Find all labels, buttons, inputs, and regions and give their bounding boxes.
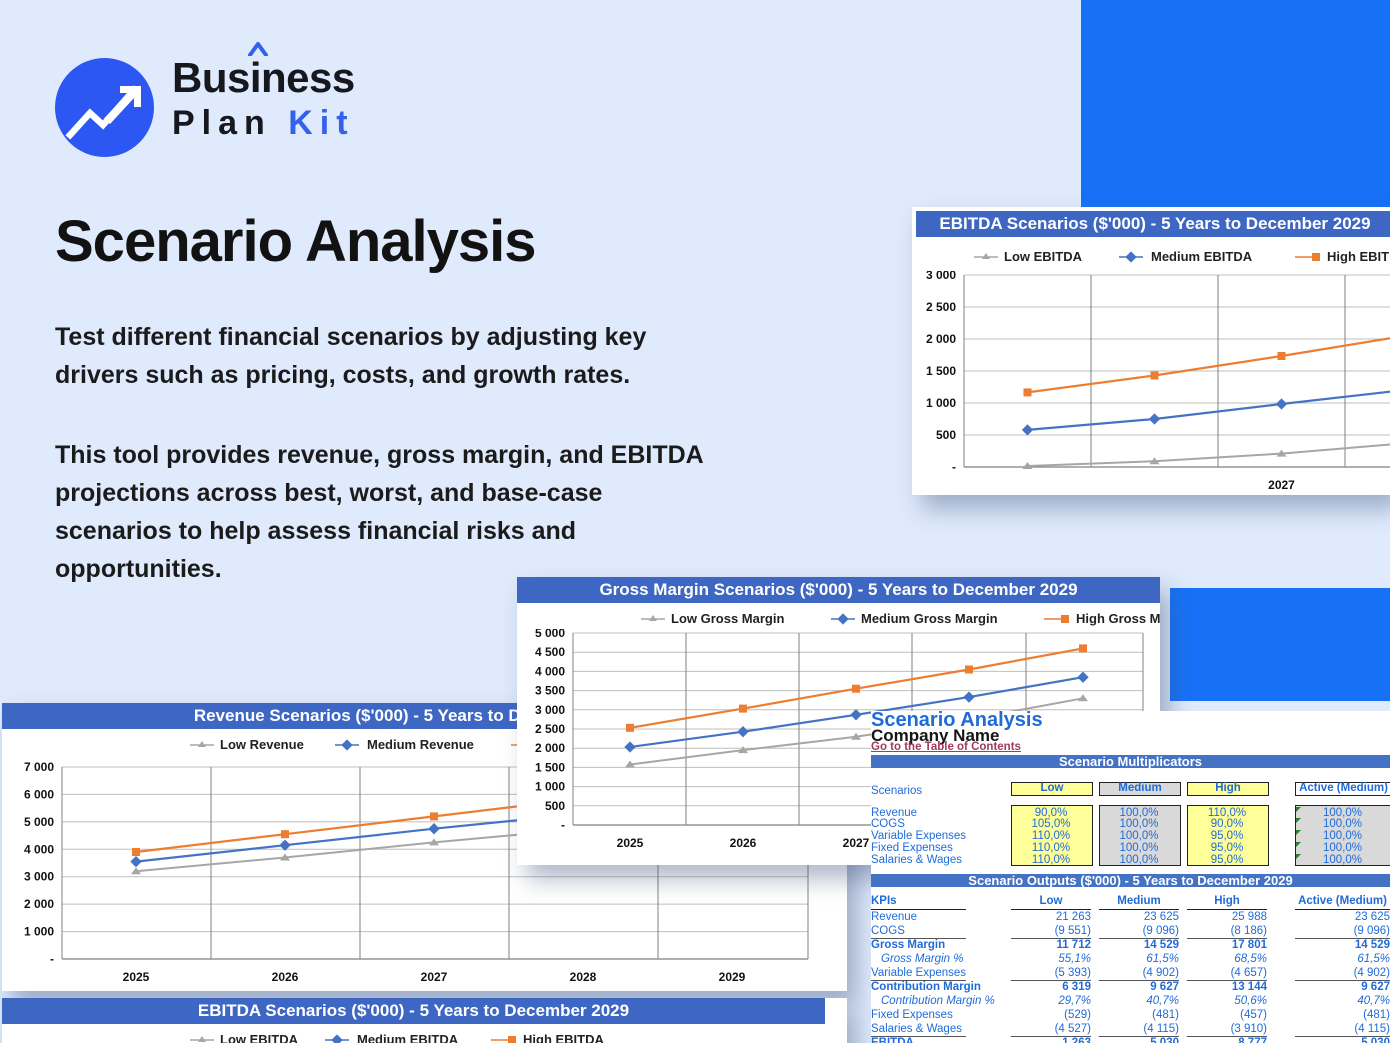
svg-text:2027: 2027: [1268, 478, 1295, 492]
svg-text:2 000: 2 000: [926, 332, 956, 346]
svg-text:-: -: [50, 952, 54, 966]
svg-text:3 000: 3 000: [535, 703, 565, 717]
svg-text:Low Gross Margin: Low Gross Margin: [671, 611, 784, 626]
svg-text:500: 500: [936, 428, 956, 442]
svg-text:3 500: 3 500: [535, 684, 565, 698]
svg-text:2025: 2025: [617, 836, 644, 850]
svg-text:4 000: 4 000: [535, 664, 565, 678]
svg-text:Low Revenue: Low Revenue: [220, 737, 304, 752]
svg-text:Medium Gross Margin: Medium Gross Margin: [861, 611, 998, 626]
svg-text:Medium EBITDA: Medium EBITDA: [357, 1032, 459, 1043]
svg-text:2029: 2029: [719, 970, 746, 984]
svg-text:4 500: 4 500: [535, 645, 565, 659]
svg-text:500: 500: [545, 799, 565, 813]
svg-text:Low EBITDA: Low EBITDA: [220, 1032, 299, 1043]
svg-text:1 000: 1 000: [535, 780, 565, 794]
svg-text:2 500: 2 500: [535, 722, 565, 736]
svg-text:2 000: 2 000: [24, 897, 54, 911]
svg-text:3 000: 3 000: [926, 271, 956, 282]
svg-text:2026: 2026: [730, 836, 757, 850]
svg-text:High Gross Margin: High Gross Margin: [1076, 611, 1160, 626]
svg-text:3 000: 3 000: [24, 870, 54, 884]
svg-text:1 000: 1 000: [926, 396, 956, 410]
svg-text:2028: 2028: [570, 970, 597, 984]
svg-text:2025: 2025: [123, 970, 150, 984]
svg-text:High EBITDA: High EBITDA: [523, 1032, 604, 1043]
svg-text:2 000: 2 000: [535, 741, 565, 755]
svg-text:6 000: 6 000: [24, 787, 54, 801]
svg-text:High EBITDA: High EBITDA: [1327, 249, 1390, 264]
svg-text:1 500: 1 500: [926, 364, 956, 378]
svg-text:2027: 2027: [421, 970, 448, 984]
svg-text:-: -: [952, 460, 956, 474]
svg-text:Low EBITDA: Low EBITDA: [1004, 249, 1083, 264]
svg-text:-: -: [561, 818, 565, 832]
svg-text:4 000: 4 000: [24, 842, 54, 856]
svg-text:1 500: 1 500: [535, 760, 565, 774]
svg-text:Medium EBITDA: Medium EBITDA: [1151, 249, 1253, 264]
svg-text:1 000: 1 000: [24, 925, 54, 939]
svg-text:5 000: 5 000: [24, 815, 54, 829]
svg-text:2026: 2026: [272, 970, 299, 984]
svg-text:7 000: 7 000: [24, 760, 54, 774]
svg-text:2 500: 2 500: [926, 300, 956, 314]
svg-text:Medium Revenue: Medium Revenue: [367, 737, 474, 752]
svg-text:2027: 2027: [843, 836, 870, 850]
svg-text:5 000: 5 000: [535, 629, 565, 640]
